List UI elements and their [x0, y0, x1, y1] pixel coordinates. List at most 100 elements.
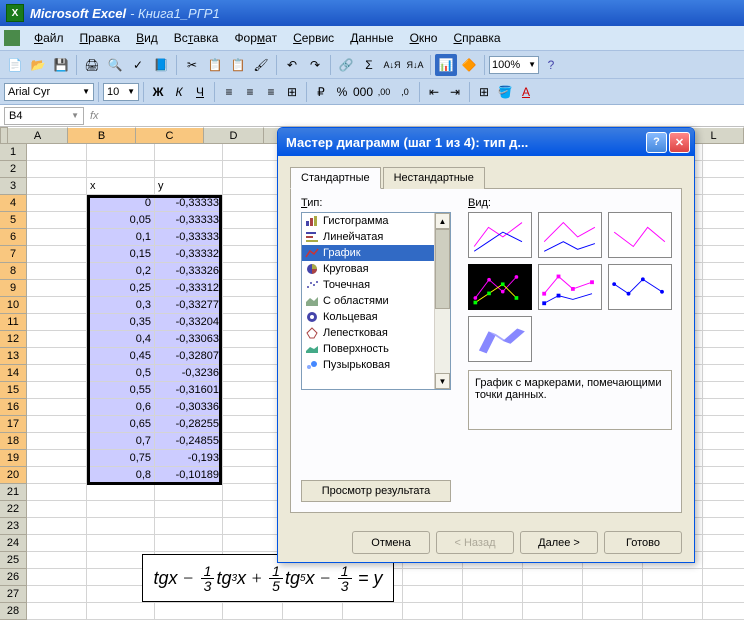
row-header[interactable]: 18	[0, 433, 27, 450]
cell[interactable]: 0,15	[87, 246, 155, 263]
dec-indent-icon[interactable]: ⇤	[424, 82, 444, 102]
col-header-C[interactable]: C	[136, 127, 204, 144]
row-header[interactable]: 2	[0, 161, 27, 178]
name-box[interactable]: B4▼	[4, 107, 84, 125]
row-header[interactable]: 17	[0, 416, 27, 433]
row-header[interactable]: 9	[0, 280, 27, 297]
cell[interactable]	[703, 416, 744, 433]
cell[interactable]: -0,31601	[155, 382, 223, 399]
cell[interactable]	[223, 382, 283, 399]
chart-type-list[interactable]: ГистограммаЛинейчатаяГрафикКруговаяТочеч…	[301, 212, 451, 390]
cell[interactable]	[223, 518, 283, 535]
cell[interactable]: -0,10189	[155, 467, 223, 484]
cell[interactable]	[703, 552, 744, 569]
inc-indent-icon[interactable]: ⇥	[445, 82, 465, 102]
cell[interactable]	[703, 603, 744, 620]
scroll-thumb[interactable]	[435, 229, 450, 309]
cell[interactable]	[583, 603, 643, 620]
cell[interactable]	[27, 552, 87, 569]
cell[interactable]	[223, 467, 283, 484]
cell[interactable]	[703, 365, 744, 382]
currency-icon[interactable]: ₽	[311, 82, 331, 102]
cell[interactable]	[703, 501, 744, 518]
cell[interactable]	[27, 263, 87, 280]
cell[interactable]: 0,05	[87, 212, 155, 229]
cell[interactable]	[223, 484, 283, 501]
cell[interactable]	[27, 195, 87, 212]
cell[interactable]	[223, 161, 283, 178]
cell[interactable]	[223, 365, 283, 382]
cell[interactable]: -0,3236	[155, 365, 223, 382]
cell[interactable]: 0	[87, 195, 155, 212]
cell[interactable]	[27, 399, 87, 416]
cell[interactable]	[523, 603, 583, 620]
cell[interactable]	[27, 535, 87, 552]
cell[interactable]	[155, 161, 223, 178]
cell[interactable]	[155, 501, 223, 518]
cell[interactable]	[155, 144, 223, 161]
cell[interactable]: 0,75	[87, 450, 155, 467]
cell[interactable]	[223, 246, 283, 263]
percent-icon[interactable]: %	[332, 82, 352, 102]
cell[interactable]	[27, 433, 87, 450]
cell[interactable]	[155, 518, 223, 535]
cell[interactable]	[27, 416, 87, 433]
cell[interactable]	[703, 535, 744, 552]
cell[interactable]	[703, 586, 744, 603]
cell[interactable]	[223, 603, 283, 620]
sort-asc-icon[interactable]: А↓Я	[381, 54, 403, 76]
cell[interactable]	[223, 348, 283, 365]
cell[interactable]	[27, 603, 87, 620]
preview-button[interactable]: Просмотр результата	[301, 480, 451, 502]
row-header[interactable]: 24	[0, 535, 27, 552]
cell[interactable]: 0,4	[87, 331, 155, 348]
row-header[interactable]: 4	[0, 195, 27, 212]
cell[interactable]	[703, 467, 744, 484]
chart-type-item[interactable]: Гистограмма	[302, 213, 450, 229]
menu-правка[interactable]: Правка	[72, 28, 129, 48]
cell[interactable]	[403, 603, 463, 620]
cell[interactable]	[703, 399, 744, 416]
comma-icon[interactable]: 000	[353, 82, 373, 102]
row-header[interactable]: 13	[0, 348, 27, 365]
hyperlink-icon[interactable]: 🔗	[335, 54, 357, 76]
cell[interactable]: 0,2	[87, 263, 155, 280]
cut-icon[interactable]: ✂	[181, 54, 203, 76]
chart-type-item[interactable]: Поверхность	[302, 341, 450, 357]
cell[interactable]	[87, 484, 155, 501]
redo-icon[interactable]: ↷	[304, 54, 326, 76]
bold-icon[interactable]: Ж	[148, 82, 168, 102]
scroll-up-icon[interactable]: ▲	[435, 213, 450, 229]
cell[interactable]	[27, 518, 87, 535]
help-button[interactable]: ?	[646, 132, 667, 153]
italic-icon[interactable]: К	[169, 82, 189, 102]
cell[interactable]	[27, 229, 87, 246]
cell[interactable]	[87, 518, 155, 535]
cell[interactable]	[463, 586, 523, 603]
cell[interactable]	[223, 263, 283, 280]
chart-type-item[interactable]: Точечная	[302, 277, 450, 293]
cell[interactable]	[463, 569, 523, 586]
font-color-icon[interactable]: A	[516, 82, 536, 102]
chart-type-item[interactable]: Кольцевая	[302, 309, 450, 325]
copy-icon[interactable]: 📋	[204, 54, 226, 76]
cell[interactable]	[155, 535, 223, 552]
menu-вид[interactable]: Вид	[128, 28, 166, 48]
cell[interactable]	[27, 484, 87, 501]
cell[interactable]: -0,33333	[155, 212, 223, 229]
row-header[interactable]: 5	[0, 212, 27, 229]
cell[interactable]	[463, 603, 523, 620]
row-header[interactable]: 20	[0, 467, 27, 484]
menu-файл[interactable]: Файл	[26, 28, 72, 48]
cell[interactable]: -0,32807	[155, 348, 223, 365]
next-button[interactable]: Далее >	[520, 531, 598, 554]
type-scrollbar[interactable]: ▲ ▼	[434, 213, 450, 389]
cell[interactable]	[223, 501, 283, 518]
cell[interactable]	[583, 586, 643, 603]
cell[interactable]	[703, 314, 744, 331]
cell[interactable]	[27, 365, 87, 382]
cell[interactable]	[703, 331, 744, 348]
chart-subtype[interactable]	[538, 212, 602, 258]
row-header[interactable]: 3	[0, 178, 27, 195]
menu-окно[interactable]: Окно	[402, 28, 446, 48]
